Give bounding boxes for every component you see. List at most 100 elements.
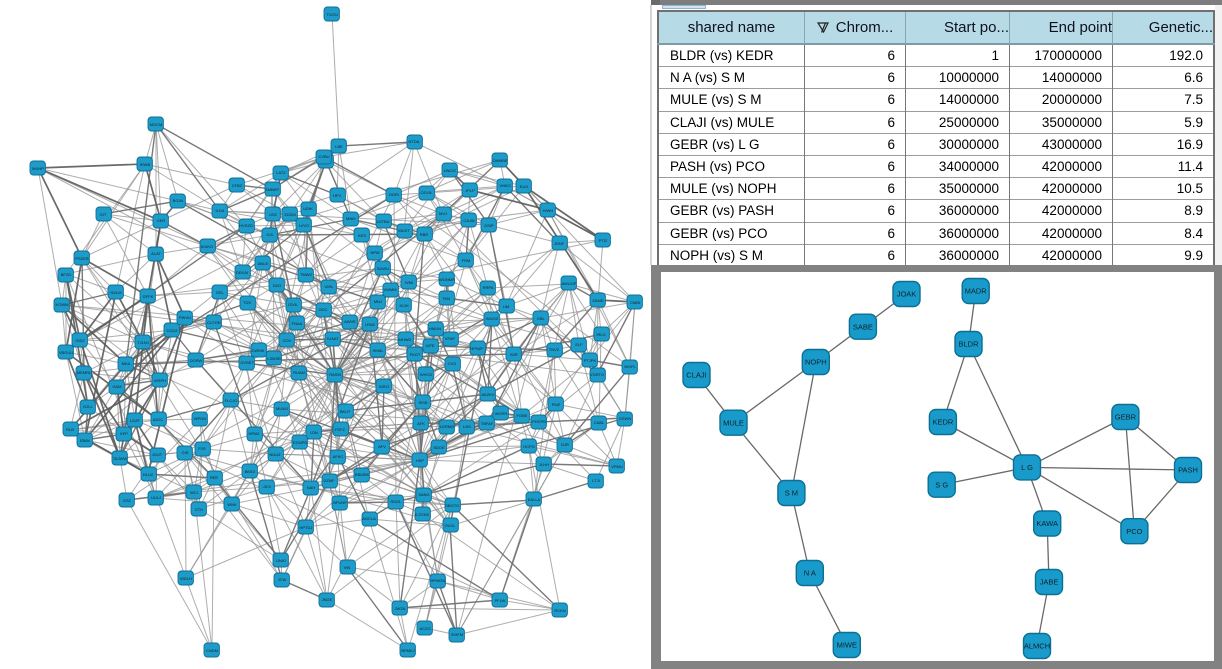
svg-text:TJLNJ: TJLNJ: [137, 340, 149, 345]
svg-text:HAM: HAM: [113, 384, 122, 389]
svg-text:LATZ: LATZ: [276, 170, 286, 175]
svg-text:DDRI: DDRI: [389, 192, 399, 197]
svg-text:DZO: DZO: [273, 283, 281, 288]
svg-text:UNIO: UNIO: [276, 558, 286, 563]
svg-text:LIM: LIM: [503, 304, 510, 309]
svg-text:ILDA: ILDA: [216, 208, 225, 213]
svg-text:IRWB: IRWB: [140, 162, 151, 167]
svg-text:VBGUU: VBGUU: [59, 350, 73, 355]
svg-text:MUWJ: MUWJ: [276, 406, 288, 411]
svg-text:UIHL: UIHL: [324, 284, 334, 289]
svg-text:MEMRL: MEMRL: [77, 370, 92, 375]
svg-text:KIUKG: KIUKG: [201, 244, 213, 249]
svg-text:HIWH: HIWH: [543, 208, 554, 213]
svg-text:IGJH: IGJH: [399, 303, 408, 308]
svg-text:BPMKJ: BPMKJ: [401, 648, 414, 653]
svg-text:RCKN: RCKN: [554, 608, 565, 613]
svg-text:OBGTO: OBGTO: [445, 503, 459, 508]
svg-text:IZVIL: IZVIL: [288, 302, 298, 307]
svg-text:TBFAF: TBFAF: [481, 421, 494, 426]
svg-text:TMWZ: TMWZ: [300, 272, 313, 277]
svg-text:CVBU: CVBU: [318, 154, 329, 159]
svg-text:JABE: JABE: [1040, 578, 1059, 587]
svg-text:DJLL: DJLL: [83, 404, 93, 409]
svg-text:ZAMD: ZAMD: [592, 298, 603, 303]
svg-text:JCW: JCW: [278, 577, 287, 582]
svg-text:SJEO: SJEO: [379, 384, 389, 389]
svg-text:DORW: DORW: [190, 358, 203, 363]
svg-text:IVMI: IVMI: [405, 280, 413, 285]
svg-text:GJL: GJL: [266, 232, 274, 237]
svg-text:MULE: MULE: [723, 418, 744, 427]
svg-text:LERMD: LERMD: [440, 424, 454, 429]
svg-text:PHCPB: PHCPB: [532, 419, 546, 424]
svg-text:CNDM: CNDM: [206, 648, 218, 653]
svg-text:HFV: HFV: [333, 193, 341, 198]
svg-text:ZGZM: ZGZM: [284, 212, 295, 217]
svg-text:CABL: CABL: [594, 420, 605, 425]
svg-text:IZIN: IZIN: [310, 430, 318, 435]
svg-text:MHWD: MHWD: [399, 337, 412, 342]
svg-text:NUUZ: NUUZ: [269, 452, 281, 457]
svg-text:WONMR: WONMR: [439, 277, 455, 282]
svg-text:UULJ: UULJ: [151, 495, 161, 500]
svg-text:RRPA: RRPA: [483, 285, 494, 290]
svg-text:RBR: RBR: [420, 232, 429, 237]
svg-text:NPM: NPM: [371, 250, 380, 255]
svg-text:CCDZ: CCDZ: [166, 328, 178, 333]
svg-text:IRLO: IRLO: [596, 332, 605, 337]
svg-text:BLDR: BLDR: [958, 340, 979, 349]
svg-text:PSZER: PSZER: [75, 256, 88, 261]
svg-text:VWMM: VWMM: [383, 287, 396, 292]
svg-text:HCPG: HCPG: [523, 444, 535, 449]
svg-text:CVG: CVG: [448, 361, 457, 366]
svg-text:EGNPB: EGNPB: [293, 440, 307, 445]
svg-text:TNVZ: TNVZ: [549, 347, 560, 352]
svg-text:PTIZ: PTIZ: [599, 238, 608, 243]
svg-text:ANLE: ANLE: [258, 261, 269, 266]
svg-text:BKLP: BKLP: [340, 409, 351, 414]
svg-text:MVJ: MVJ: [439, 211, 447, 216]
svg-text:JWZA: JWZA: [395, 606, 406, 611]
svg-text:WCI: WCI: [190, 490, 198, 495]
svg-text:WCRR: WCRR: [495, 411, 508, 416]
svg-text:NOPH: NOPH: [805, 358, 827, 367]
svg-text:AFK: AFK: [417, 421, 425, 426]
svg-text:RASM: RASM: [329, 372, 341, 377]
svg-text:GISZ: GISZ: [75, 338, 85, 343]
svg-text:DSIP: DSIP: [484, 223, 494, 228]
svg-text:AKZKV: AKZKV: [481, 392, 494, 397]
svg-text:EEL: EEL: [216, 290, 224, 295]
svg-text:SDOE: SDOE: [433, 445, 445, 450]
svg-text:RDDL: RDDL: [391, 499, 403, 504]
svg-text:CLFOR: CLFOR: [207, 320, 221, 325]
svg-text:HPMGN: HPMGN: [431, 578, 446, 583]
svg-text:MADR: MADR: [965, 287, 988, 296]
svg-text:S G: S G: [935, 480, 948, 489]
svg-text:AWUOP: AWUOP: [562, 281, 577, 286]
svg-text:VPMU: VPMU: [611, 464, 623, 469]
svg-text:BFZD: BFZD: [61, 272, 72, 277]
svg-text:WNK: WNK: [227, 502, 237, 507]
svg-text:LTJI: LTJI: [592, 478, 599, 483]
svg-text:GIT: GIT: [100, 212, 107, 217]
svg-text:HPMJ: HPMJ: [249, 431, 260, 436]
svg-text:OMMBE: OMMBE: [492, 158, 507, 163]
svg-text:CTH: CTH: [195, 507, 203, 512]
svg-text:ELF: ELF: [575, 342, 583, 347]
svg-text:ASJC: ASJC: [153, 417, 163, 422]
svg-text:KOWM: KOWM: [56, 302, 69, 307]
svg-text:L G: L G: [1021, 463, 1033, 472]
svg-text:USZ: USZ: [269, 212, 278, 217]
svg-text:CFBZ: CFBZ: [232, 183, 243, 188]
svg-text:S M: S M: [785, 489, 798, 498]
svg-text:FNAA: FNAA: [292, 321, 303, 326]
svg-text:KES: KES: [358, 233, 366, 238]
svg-text:FKGT: FKGT: [410, 352, 421, 357]
svg-text:HPTDJ: HPTDJ: [300, 525, 313, 530]
svg-text:GIS: GIS: [182, 450, 189, 455]
svg-text:JLHH: JLHH: [539, 462, 549, 467]
svg-text:TAJWW: TAJWW: [113, 456, 128, 461]
svg-text:OGC: OGC: [318, 307, 327, 312]
svg-text:COV: COV: [283, 338, 292, 343]
